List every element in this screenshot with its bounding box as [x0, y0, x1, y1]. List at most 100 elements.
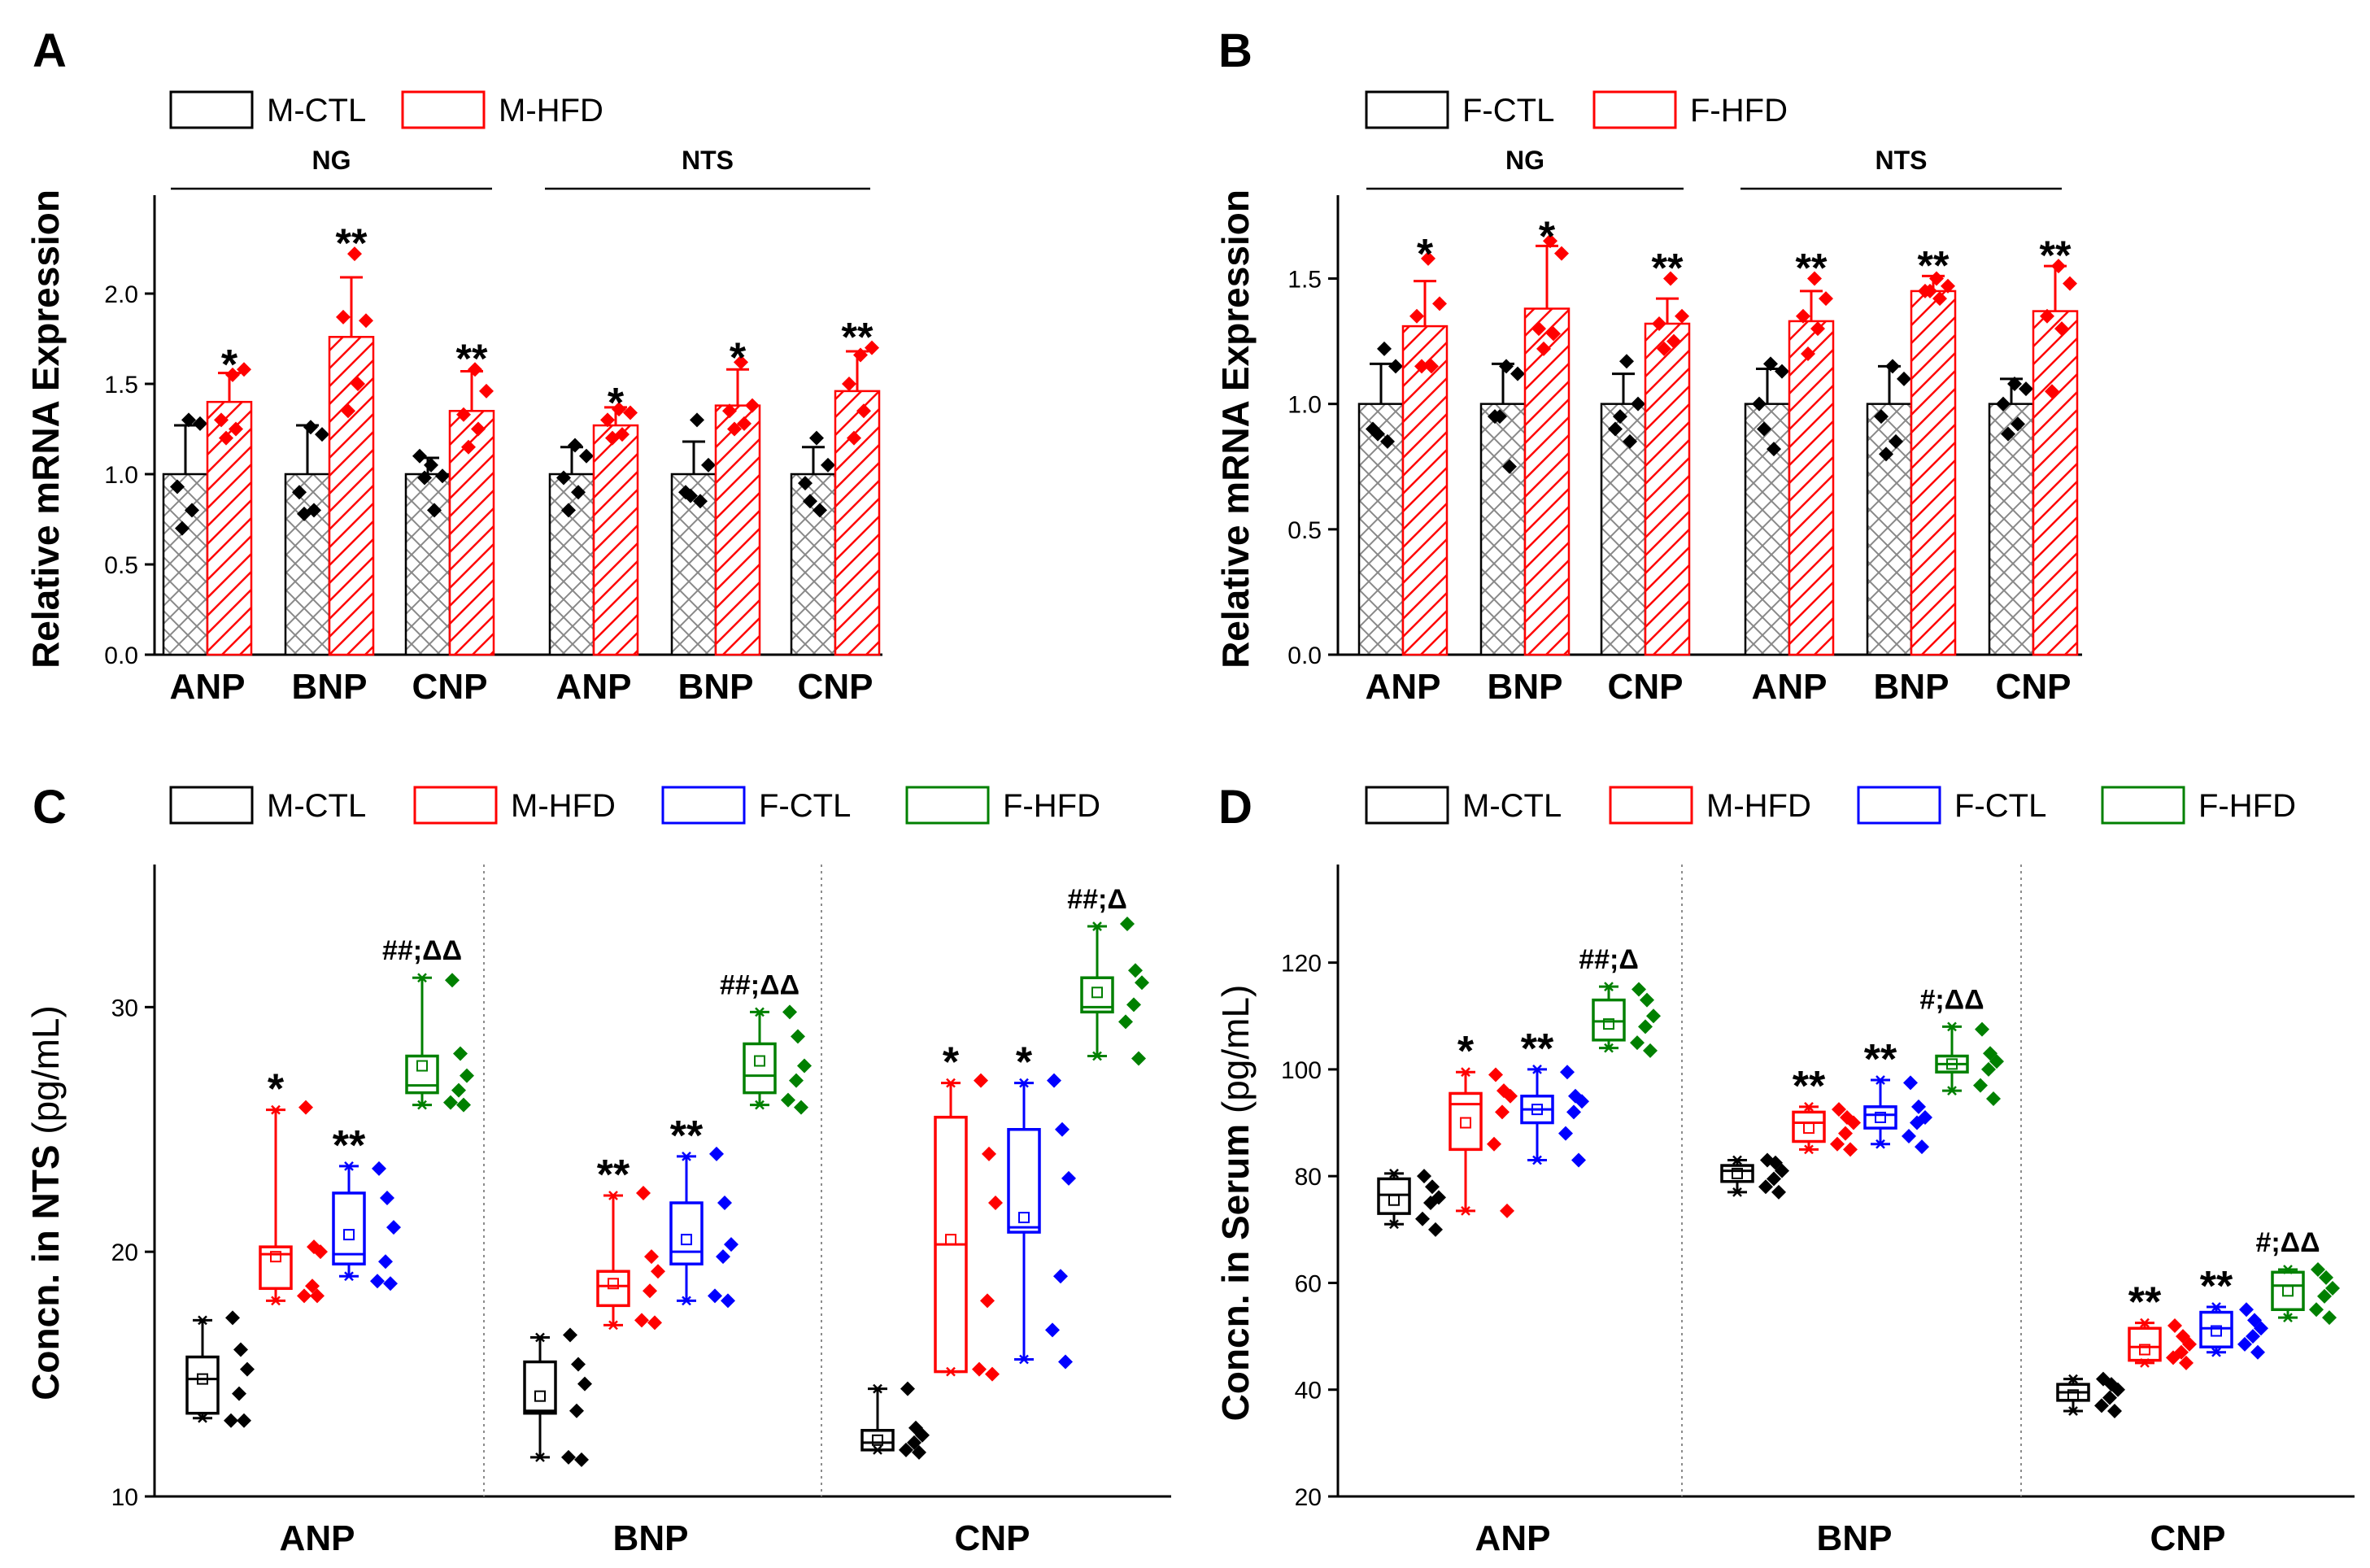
data-point — [456, 1097, 471, 1113]
box-min-marker — [682, 1296, 691, 1306]
data-point — [556, 470, 571, 486]
data-point — [2246, 1329, 2260, 1344]
legend-swatch-f-ctl — [661, 786, 746, 825]
data-point — [224, 1413, 238, 1428]
box-min-marker — [1604, 1043, 1614, 1053]
data-point — [175, 520, 190, 536]
data-point — [1973, 1078, 1988, 1093]
data-point — [644, 1249, 659, 1265]
data-point — [225, 367, 240, 382]
box-max-marker — [946, 1078, 956, 1088]
data-point — [297, 506, 311, 521]
box-max-marker — [682, 1151, 691, 1161]
data-point — [1989, 1054, 2004, 1069]
data-point — [412, 448, 427, 464]
data-point — [1428, 1222, 1443, 1237]
data-point — [781, 1092, 795, 1108]
box-min-marker — [1732, 1187, 1742, 1197]
significance-label: ** — [1521, 1026, 1554, 1073]
data-point — [1757, 421, 1771, 437]
box-min-marker — [344, 1271, 354, 1282]
bar-f-ctl-cnp — [1600, 403, 1647, 656]
data-point — [2045, 384, 2059, 399]
significance-label: #;ΔΔ — [1919, 984, 1984, 1015]
data-point — [237, 362, 251, 377]
data-point — [561, 1449, 576, 1465]
box-m-hfd-bnp — [596, 1270, 630, 1308]
data-point — [709, 1146, 724, 1161]
data-point — [347, 246, 362, 262]
x-tick-label-anp: ANP — [1366, 667, 1441, 707]
data-point — [1843, 1142, 1858, 1157]
y-tick-label: 120 — [1281, 951, 1322, 978]
data-point — [1503, 1088, 1518, 1104]
significance-label: * — [1539, 213, 1556, 260]
data-point — [2011, 416, 2025, 432]
data-point — [479, 383, 494, 399]
legend-swatch-m-hfd — [1609, 786, 1693, 825]
data-point — [443, 1095, 458, 1110]
box-mean — [1946, 1058, 1958, 1070]
data-point — [1487, 1136, 1501, 1152]
data-point — [471, 421, 486, 437]
box-max-marker — [1876, 1075, 1885, 1085]
box-max-marker — [2211, 1302, 2221, 1312]
panel-b-bar-chart: F-CTL F-HFD NG NTS 0.0 0.5 1.0 1.5 Relative mRNA… — [1214, 90, 2082, 707]
data-point — [2040, 308, 2054, 324]
box-f-hfd-bnp — [743, 1042, 777, 1095]
data-point — [380, 1190, 394, 1205]
box-min-marker — [1804, 1144, 1814, 1155]
data-point — [214, 412, 229, 428]
data-point — [1417, 1169, 1431, 1184]
y-tick-label: 0.0 — [1287, 642, 1322, 669]
box-min-marker — [1019, 1354, 1029, 1365]
box-f-hfd-cnp — [1080, 976, 1114, 1014]
box-min-marker — [873, 1444, 882, 1455]
data-point — [972, 1361, 987, 1377]
data-point — [1061, 1170, 1076, 1186]
box-max-marker — [271, 1104, 281, 1115]
box-min-marker — [1947, 1086, 1957, 1096]
box-f-ctl-anp — [332, 1191, 366, 1265]
data-point — [1796, 308, 1810, 324]
data-point — [2007, 377, 2022, 391]
x-tick-label-cnp: CNP — [798, 667, 874, 707]
data-point — [577, 1376, 592, 1392]
data-point — [1889, 433, 1903, 449]
data-point — [1500, 1203, 1514, 1218]
data-point — [636, 1185, 651, 1200]
data-point — [813, 503, 827, 518]
significance-label: ##;Δ — [1579, 944, 1639, 975]
significance-label: ** — [1652, 246, 1684, 291]
y-tick-label: 1.0 — [1287, 392, 1322, 419]
data-point — [1370, 426, 1385, 442]
x-tick-label-cnp: CNP — [1996, 667, 2072, 707]
significance-label: ##;Δ — [1067, 884, 1127, 915]
data-point — [1421, 250, 1436, 266]
data-point — [794, 1100, 808, 1115]
significance-label: ** — [670, 1113, 704, 1160]
legend-swatch-m-hfd — [413, 786, 498, 825]
box-mean — [416, 1060, 428, 1072]
data-point — [451, 1082, 466, 1098]
bar-m-hfd-anp — [592, 424, 639, 656]
y-tick-label: 100 — [1281, 1057, 1322, 1084]
group-label-ng: NG — [1505, 146, 1544, 175]
data-point — [643, 1283, 657, 1299]
data-point — [237, 1413, 251, 1428]
data-point — [1432, 296, 1447, 311]
significance-label: ** — [2200, 1263, 2233, 1310]
data-point — [803, 494, 817, 509]
legend-label-m-ctl: M-CTL — [267, 93, 366, 128]
data-point — [623, 405, 638, 420]
box-max-marker — [1947, 1021, 1957, 1032]
box-min-marker — [1876, 1139, 1885, 1149]
x-tick-label-anp: ANP — [1752, 667, 1828, 707]
group-label-nts: NTS — [1876, 146, 1928, 175]
box-min-marker — [946, 1366, 956, 1377]
data-point — [2325, 1281, 2340, 1296]
data-point — [417, 470, 432, 486]
data-point — [1910, 1115, 1924, 1130]
bar-f-hfd-cnp — [2032, 310, 2079, 656]
